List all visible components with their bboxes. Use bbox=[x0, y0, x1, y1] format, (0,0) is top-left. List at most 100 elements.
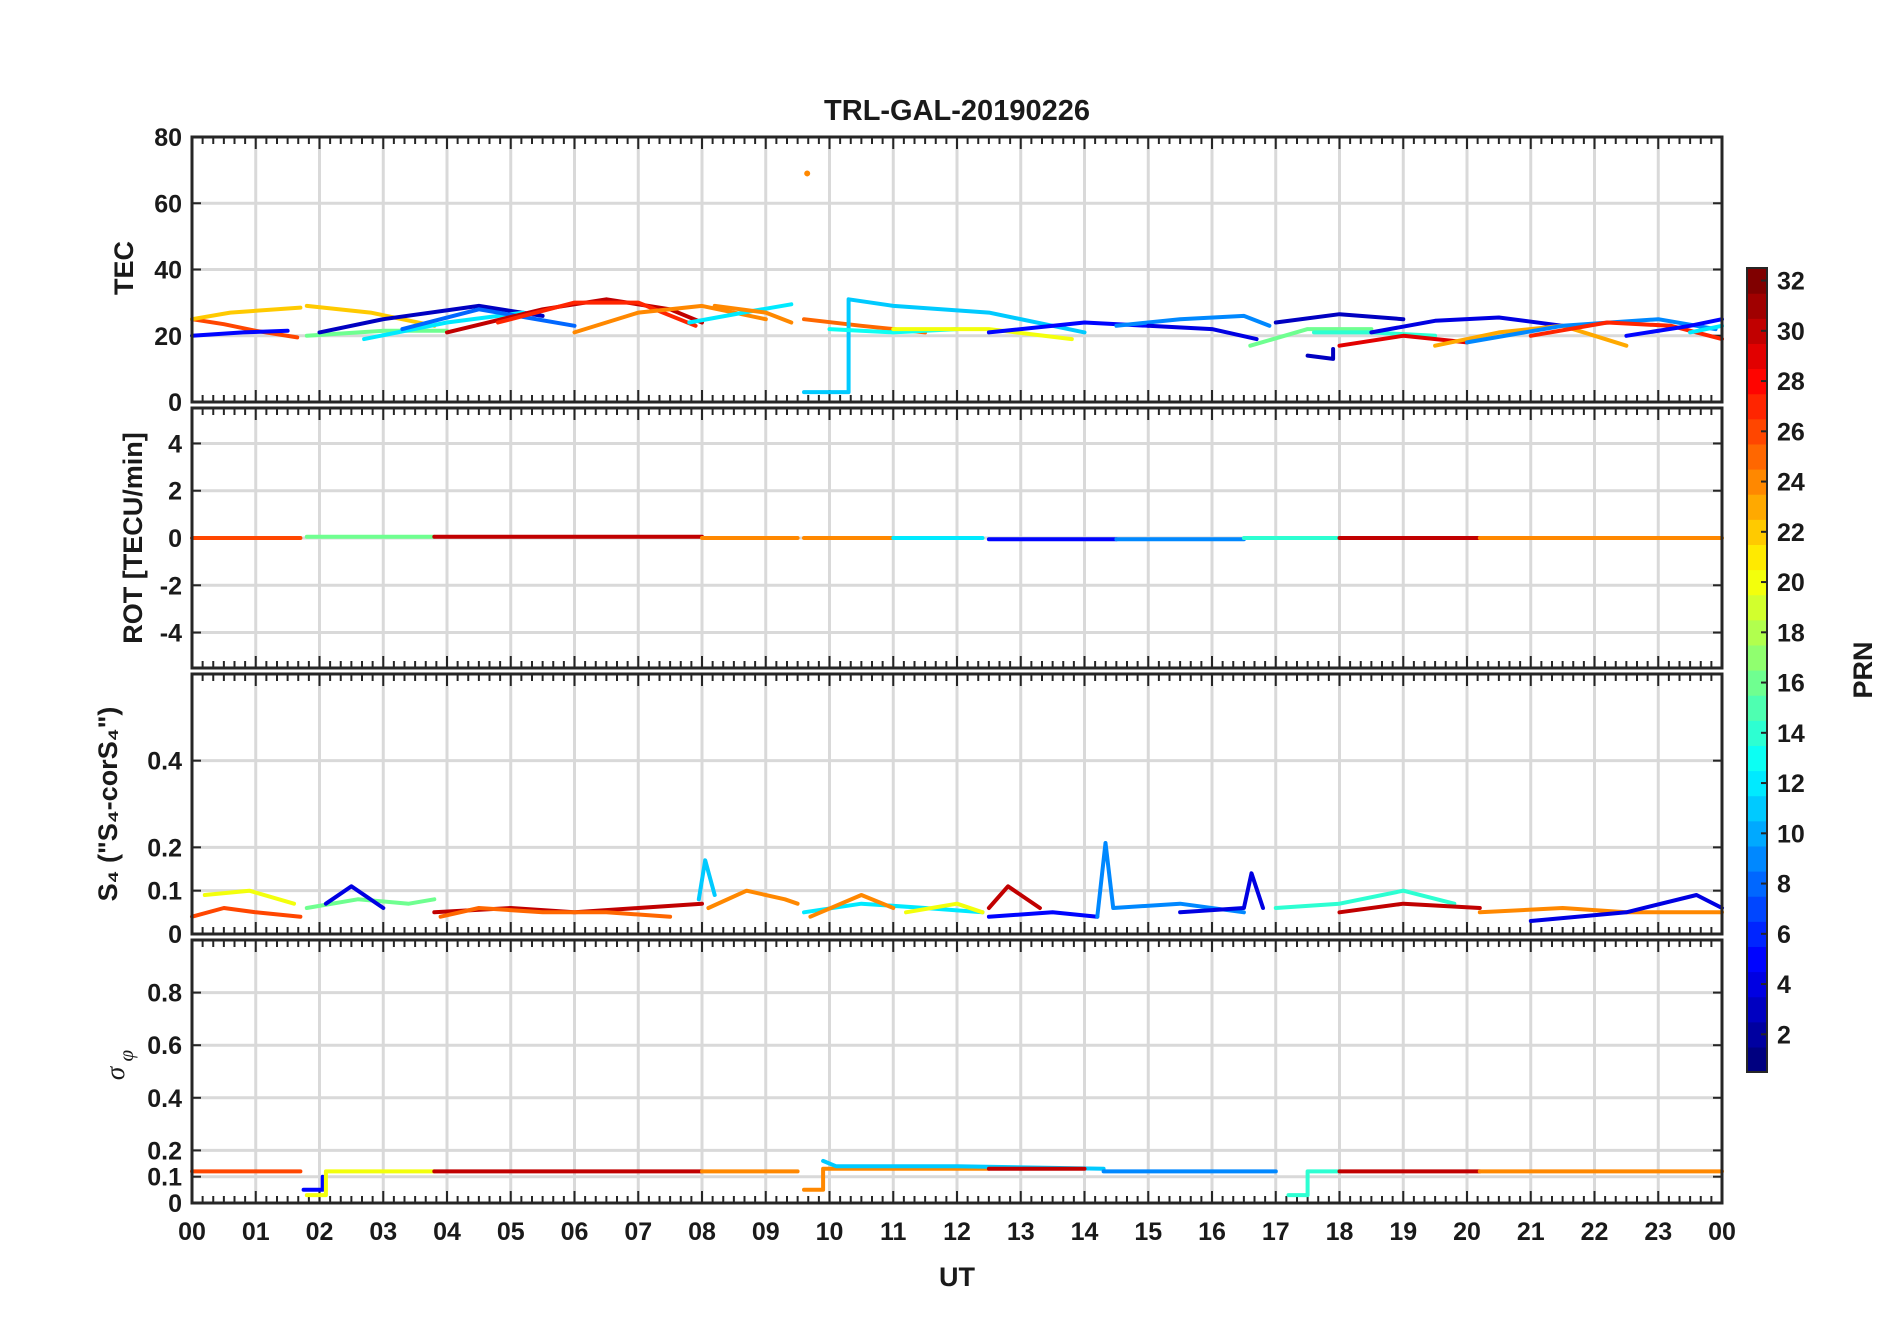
colorbar-segment bbox=[1747, 820, 1767, 847]
y-tick-label: 0.6 bbox=[147, 1032, 182, 1060]
y-axis-label: TEC bbox=[109, 241, 139, 295]
series-line bbox=[808, 893, 896, 919]
y-tick-label: 4 bbox=[168, 430, 182, 458]
x-tick-label: 18 bbox=[1326, 1218, 1354, 1246]
colorbar-tick-label: 10 bbox=[1777, 820, 1805, 848]
series-line bbox=[1273, 888, 1457, 910]
x-tick-label: 21 bbox=[1517, 1218, 1545, 1246]
y-tick-label: 0.1 bbox=[147, 1164, 182, 1192]
x-tick-label: 20 bbox=[1453, 1218, 1481, 1246]
colorbar-segment bbox=[1747, 795, 1767, 822]
colorbar-segment bbox=[1747, 770, 1767, 797]
y-tick-label: 40 bbox=[154, 257, 182, 285]
y-tick-label: 0.1 bbox=[147, 878, 182, 906]
colorbar-segment bbox=[1747, 443, 1767, 470]
x-tick-label: 14 bbox=[1071, 1218, 1099, 1246]
colorbar-tick-label: 20 bbox=[1777, 569, 1805, 597]
colorbar-tick-label: 28 bbox=[1777, 368, 1805, 396]
series-line bbox=[1178, 871, 1265, 915]
y-tick-label: 0.2 bbox=[147, 834, 182, 862]
panel-rot: -4 -2 0 2 4 ROT [TECU/min] bbox=[118, 406, 1724, 670]
colorbar-tick-label: 32 bbox=[1777, 268, 1805, 296]
colorbar-segment bbox=[1747, 368, 1767, 395]
colorbar-segment bbox=[1747, 1046, 1767, 1073]
panel-rot-series bbox=[190, 534, 1724, 542]
colorbar-segment bbox=[1747, 720, 1767, 746]
series-line bbox=[1528, 893, 1724, 923]
panel-sigma: 00.10.2 0.4 0.6 0.8 σ φ bbox=[100, 938, 1724, 1218]
colorbar-tick-label: 18 bbox=[1777, 619, 1805, 647]
colorbar-segment bbox=[1747, 594, 1767, 621]
x-tick-label: 08 bbox=[688, 1218, 716, 1246]
y-tick-label: -2 bbox=[160, 572, 182, 600]
colorbar-tick-label: 16 bbox=[1777, 670, 1805, 698]
x-tick-label: 00 bbox=[1708, 1218, 1736, 1246]
colorbar-segment bbox=[1747, 996, 1767, 1023]
colorbar-segment bbox=[1747, 494, 1767, 520]
y-tick-label: 0 bbox=[168, 389, 182, 417]
series-line bbox=[802, 1166, 991, 1192]
x-tick-label: 16 bbox=[1198, 1218, 1226, 1246]
series-line bbox=[1273, 312, 1406, 325]
x-tick-label: 05 bbox=[497, 1218, 525, 1246]
series-line bbox=[1477, 906, 1724, 915]
series-line bbox=[904, 901, 985, 915]
panel-sigma-series bbox=[190, 1158, 1724, 1198]
colorbar-segment bbox=[1747, 695, 1767, 721]
chart-title: TRL-GAL-20190226 bbox=[824, 95, 1090, 127]
series-line bbox=[1095, 841, 1246, 919]
y-tick-label: 0 bbox=[168, 921, 182, 949]
x-tick-label: 11 bbox=[880, 1218, 907, 1246]
series-line bbox=[986, 884, 1042, 910]
series-line bbox=[891, 327, 1074, 342]
x-tick-label: 13 bbox=[1007, 1218, 1035, 1246]
colorbar-segment bbox=[1747, 569, 1767, 596]
series-line bbox=[1305, 347, 1336, 361]
series-line bbox=[1369, 315, 1565, 335]
series-line bbox=[1337, 901, 1482, 915]
y-tick-label: -4 bbox=[160, 620, 182, 648]
colorbar-tick-label: 26 bbox=[1777, 418, 1805, 446]
x-tick-label: 01 bbox=[242, 1218, 270, 1246]
series-line bbox=[696, 858, 717, 902]
x-tick-label: 06 bbox=[561, 1218, 589, 1246]
x-axis-label: UT bbox=[939, 1262, 975, 1292]
colorbar-segment bbox=[1747, 318, 1767, 344]
series-line bbox=[301, 1174, 325, 1192]
x-tick-label: 12 bbox=[943, 1218, 971, 1246]
x-tick-label: 23 bbox=[1644, 1218, 1672, 1246]
series-line bbox=[1286, 1169, 1342, 1198]
panel-s4: 0 0.1 0.2 0.4 S₄ ("S₄-corS₄") bbox=[93, 672, 1724, 949]
series-line bbox=[496, 300, 698, 328]
y-tick-label: 0 bbox=[168, 1190, 182, 1218]
series-line bbox=[1433, 323, 1629, 348]
series-line bbox=[323, 884, 386, 910]
colorbar-segment bbox=[1747, 896, 1767, 922]
colorbar-frame bbox=[1746, 267, 1768, 1073]
y-tick-label: 80 bbox=[154, 124, 182, 152]
series-line bbox=[304, 897, 437, 910]
x-tick-label: 04 bbox=[433, 1218, 461, 1246]
series-line bbox=[317, 303, 545, 335]
y-tick-label: 0.4 bbox=[147, 1085, 182, 1113]
series-line bbox=[986, 910, 1100, 919]
x-tick-label: 00 bbox=[178, 1218, 206, 1246]
y-axis-label: σ φ bbox=[100, 1050, 138, 1081]
colorbar-tick-label: 6 bbox=[1777, 921, 1791, 949]
panel-tec-series bbox=[190, 170, 1724, 395]
colorbar-tick-label: 22 bbox=[1777, 519, 1805, 547]
y-tick-label: 2 bbox=[168, 478, 182, 506]
colorbar-segment bbox=[1747, 268, 1767, 294]
series-line bbox=[190, 906, 303, 919]
series-line bbox=[1337, 333, 1469, 348]
x-tick-label: 22 bbox=[1581, 1218, 1609, 1246]
series-line bbox=[304, 303, 437, 328]
series-line bbox=[304, 1169, 437, 1198]
x-tick-label: 07 bbox=[624, 1218, 652, 1246]
y-tick-label: 60 bbox=[154, 190, 182, 218]
series-line bbox=[400, 307, 577, 332]
colorbar-segment bbox=[1747, 418, 1767, 445]
x-axis: 00 01 02 03 04 05 06 07 08 09 10 11 12 13 14 15 16 17 18 19… bbox=[178, 1218, 1736, 1246]
